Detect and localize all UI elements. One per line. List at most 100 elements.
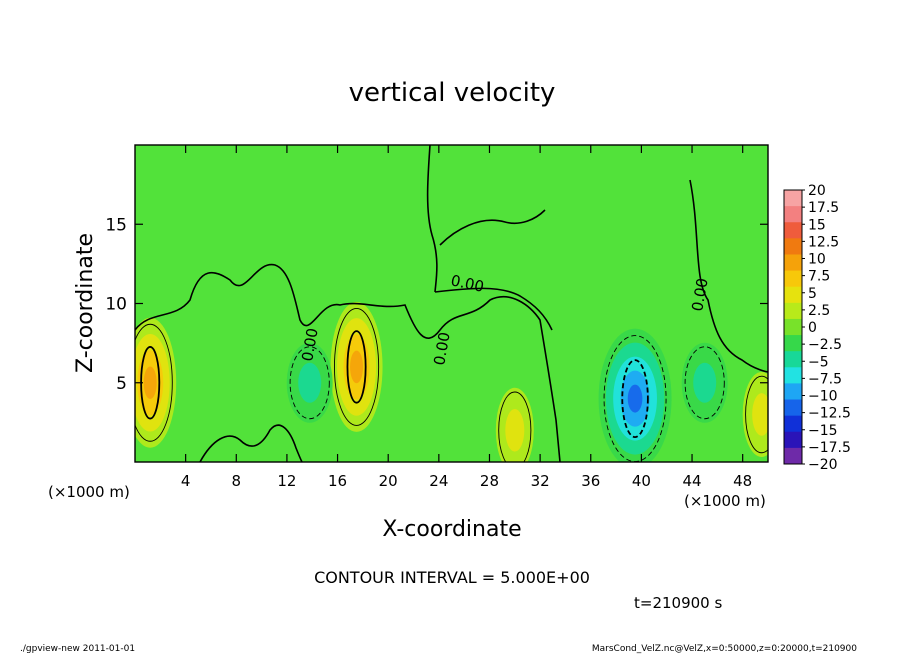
x-tick-label: 48 [733, 472, 752, 490]
updraft-cell [135, 317, 177, 448]
zero-contours [135, 145, 768, 462]
colorbar-swatch [784, 238, 802, 255]
updraft-outer-contour [745, 375, 768, 454]
downdraft-outer-contour [289, 346, 330, 420]
downdraft-level [693, 362, 717, 403]
axis-ticks [135, 145, 768, 462]
colorbar-label: 15 [808, 217, 826, 233]
footer-right: MarsCond_VelZ.nc@VelZ,x=0:50000,z=0:2000… [592, 644, 857, 654]
updraft-level [752, 393, 768, 436]
plot-background [135, 145, 768, 462]
x-tick-label: 24 [429, 472, 448, 490]
colorbar-label: −5 [808, 354, 829, 370]
x-tick-label: 32 [531, 472, 550, 490]
downdraft-level [298, 362, 322, 403]
colorbar-swatch [784, 286, 802, 304]
x-tick-label: 16 [328, 472, 347, 490]
x-tick-label: 8 [232, 472, 242, 490]
updraft-cell [742, 371, 768, 457]
colorbar-swatch [784, 335, 802, 352]
zero-contour-line [426, 145, 438, 293]
zero-contour-line [434, 287, 553, 331]
colorbar-swatch [784, 190, 802, 207]
x-tick-label: 28 [480, 472, 499, 490]
zero-contour-line [439, 209, 546, 246]
updraft-level [350, 350, 364, 384]
downdraft-cell [681, 342, 728, 423]
downdraft-outer-contour [684, 346, 725, 420]
colorbar-swatch [784, 270, 802, 288]
zero-contour-label: 0.00 [430, 331, 454, 367]
updraft-outer-contour [498, 391, 532, 462]
colorbar-label: −17.5 [808, 440, 851, 456]
x-tick-label: 40 [632, 472, 651, 490]
colorbar-swatch [784, 222, 802, 239]
time-label: t=210900 s [634, 594, 722, 612]
colorbar-swatch [784, 206, 802, 223]
zero-contour-line [199, 424, 303, 462]
updraft-outer-contour [333, 307, 380, 426]
downdraft-cell [598, 328, 672, 462]
colorbar-label: 2.5 [808, 303, 830, 319]
updraft-level [505, 409, 525, 452]
zero-contour-line [689, 179, 768, 373]
colorbar-label: 5 [808, 286, 817, 302]
contour-interval: CONTOUR INTERVAL = 5.000E+00 [314, 568, 590, 587]
colorbar-label: −20 [808, 457, 838, 473]
colorbar-label: 12.5 [808, 234, 839, 250]
zero-contour-label: 0.00 [688, 277, 712, 313]
colorbar-swatch [784, 399, 802, 417]
x-unit-right: (×1000 m) [684, 492, 766, 510]
updraft-core-contour [346, 330, 367, 404]
colorbar-label: 10 [808, 252, 826, 268]
x-unit-left: (×1000 m) [48, 483, 130, 501]
x-axis-label: X-coordinate [382, 517, 521, 542]
y-tick-label: 10 [105, 295, 127, 315]
y-axis-ticks: 5 10 15 [105, 215, 127, 394]
contour-labels: 0.00 0.00 0.00 0.00 [298, 271, 712, 366]
colorbar-label: −2.5 [808, 337, 842, 353]
downdraft-level [627, 384, 643, 413]
x-axis-ticks: 4 8 12 16 20 24 28 32 36 40 44 48 [181, 472, 752, 490]
colorbar-swatch [784, 415, 802, 433]
updraft-cell [330, 301, 383, 432]
colorbar-swatch [784, 254, 802, 272]
updraft-level [143, 366, 157, 400]
colorbar [783, 189, 805, 465]
colorbar-label: −12.5 [808, 406, 851, 422]
colorbar-swatch [784, 383, 802, 401]
zero-contour-line [135, 263, 561, 462]
x-tick-label: 20 [379, 472, 398, 490]
colorbar-swatch [784, 447, 802, 465]
plot-area: 0.00 0.00 0.00 0.00 [134, 144, 769, 463]
colorbar-swatch [784, 302, 802, 320]
downdraft-core-contour [621, 359, 649, 439]
colorbar-label: 17.5 [808, 200, 839, 216]
y-axis-label: Z-coordinate [73, 233, 98, 373]
colorbar-label: 7.5 [808, 269, 830, 285]
zero-contour-label: 0.00 [298, 327, 322, 363]
colorbar-label: −7.5 [808, 371, 842, 387]
chart-title: vertical velocity [349, 78, 556, 108]
y-tick-label: 5 [116, 374, 127, 394]
y-tick-label: 15 [105, 215, 127, 235]
colorbar-swatch [784, 318, 802, 336]
downdraft-cell [286, 342, 333, 423]
velocity-field [135, 301, 768, 462]
updraft-cell [495, 387, 534, 462]
colorbar-swatch [784, 431, 802, 449]
x-tick-label: 4 [181, 472, 191, 490]
colorbar-label: 0 [808, 320, 817, 336]
colorbar-swatch [784, 351, 802, 368]
x-tick-label: 12 [277, 472, 296, 490]
updraft-outer-contour [135, 323, 173, 442]
colorbar-label: −10 [808, 389, 838, 405]
colorbar-label: −15 [808, 423, 838, 439]
x-tick-label: 44 [682, 472, 701, 490]
colorbar-label: 20 [808, 183, 826, 199]
colorbar-swatch [784, 367, 802, 384]
x-tick-label: 36 [581, 472, 600, 490]
footer-left: ./gpview-new 2011-01-01 [20, 644, 135, 654]
